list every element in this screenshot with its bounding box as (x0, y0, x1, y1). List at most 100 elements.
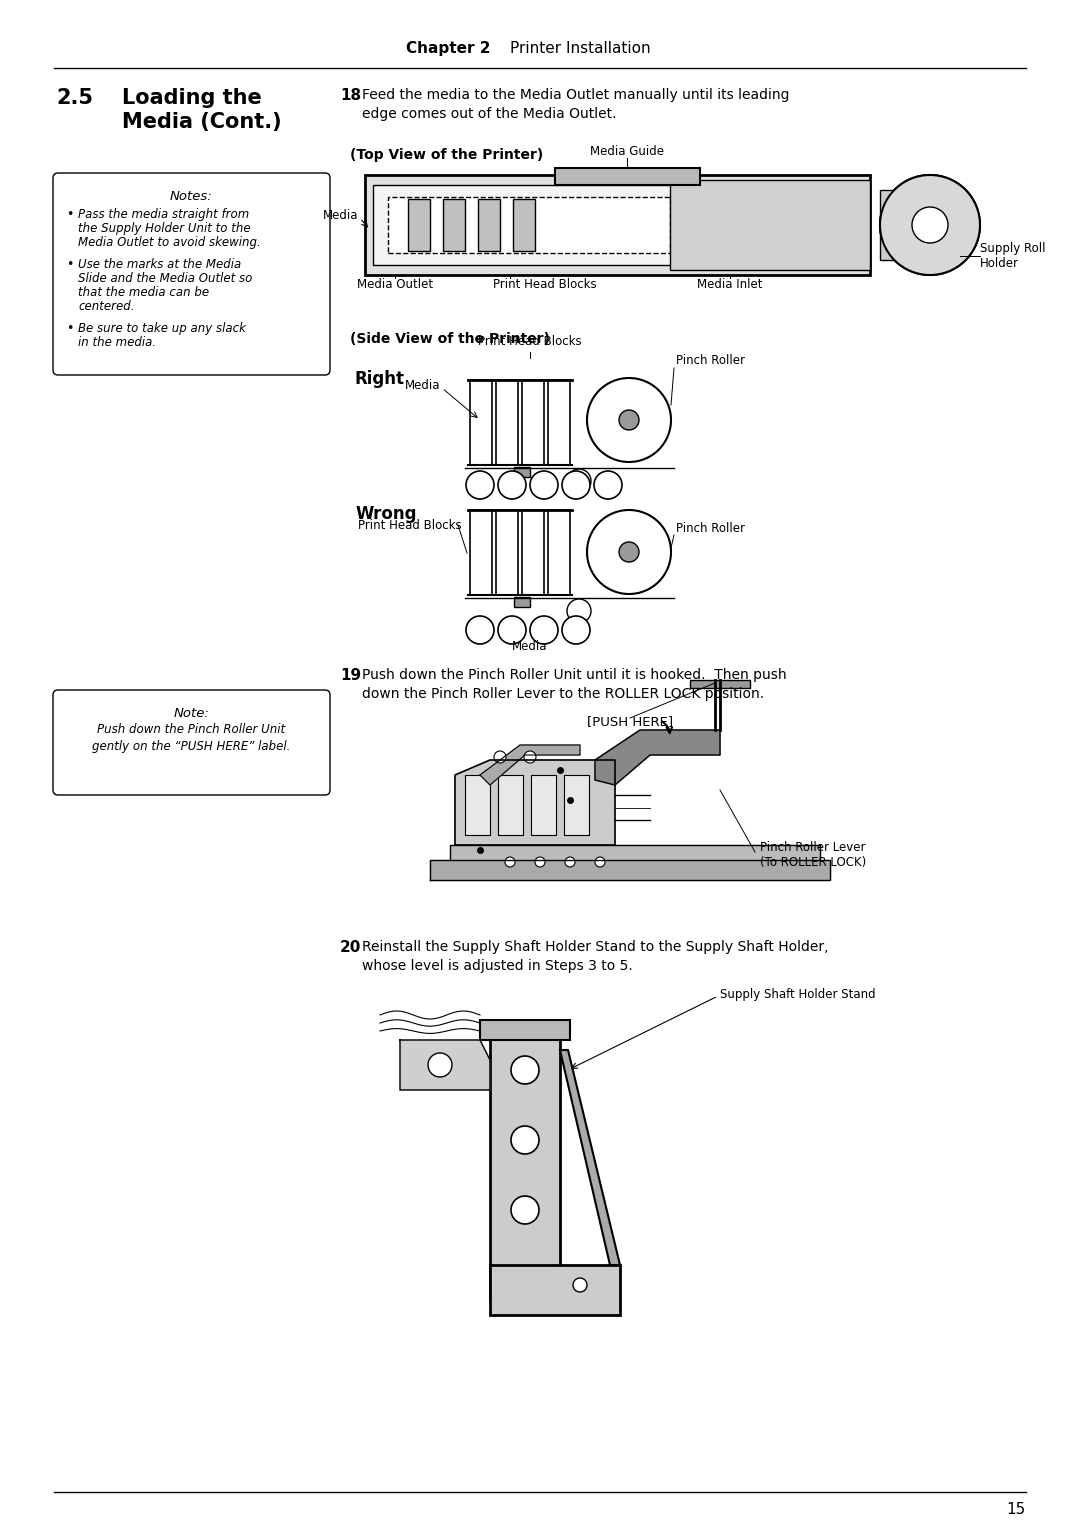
Text: Reinstall the Supply Shaft Holder Stand to the Supply Shaft Holder,
whose level : Reinstall the Supply Shaft Holder Stand … (362, 940, 828, 973)
Polygon shape (430, 860, 831, 880)
Bar (531, 775, 556, 834)
Text: Supply Roll
Holder: Supply Roll Holder (980, 241, 1045, 270)
Circle shape (912, 206, 948, 243)
Bar (496, 510, 518, 594)
Text: Pass the media straight from: Pass the media straight from (78, 208, 249, 222)
Circle shape (588, 510, 671, 594)
Text: Print Head Blocks: Print Head Blocks (357, 518, 461, 532)
Text: •: • (66, 208, 73, 222)
Text: 20: 20 (340, 940, 362, 955)
Text: Loading the
Media (Cont.): Loading the Media (Cont.) (122, 89, 282, 131)
Bar (365, 176, 870, 275)
Text: Slide and the Media Outlet so: Slide and the Media Outlet so (78, 272, 253, 286)
Text: (Side View of the Printer): (Side View of the Printer) (350, 332, 550, 345)
Text: •: • (66, 258, 73, 270)
Text: Media: Media (405, 379, 440, 391)
Circle shape (562, 471, 590, 500)
FancyBboxPatch shape (53, 691, 330, 795)
Text: in the media.: in the media. (78, 336, 157, 348)
Text: Supply Shaft Holder Stand: Supply Shaft Holder Stand (720, 989, 876, 1001)
Circle shape (511, 1196, 539, 1224)
Circle shape (428, 1053, 453, 1077)
Bar (465, 775, 490, 834)
Text: Feed the media to the Media Outlet manually until its leading
edge comes out of : Feed the media to the Media Outlet manua… (362, 89, 789, 121)
Text: 15: 15 (1007, 1502, 1026, 1517)
Circle shape (494, 750, 507, 762)
Circle shape (619, 542, 639, 562)
Circle shape (567, 599, 591, 623)
Text: Media Guide: Media Guide (590, 145, 664, 157)
Circle shape (465, 471, 494, 500)
Text: Right: Right (355, 370, 405, 388)
Text: Note:: Note: (174, 707, 210, 720)
Text: Be sure to take up any slack: Be sure to take up any slack (78, 322, 246, 335)
Polygon shape (595, 730, 720, 785)
Bar (555, 168, 700, 185)
Text: Media Outlet to avoid skewing.: Media Outlet to avoid skewing. (78, 235, 260, 249)
Bar (670, 180, 870, 270)
Text: the Supply Holder Unit to the: the Supply Holder Unit to the (78, 222, 251, 235)
Bar (373, 185, 750, 264)
Circle shape (567, 469, 591, 494)
Bar (548, 380, 570, 465)
Text: Media: Media (323, 208, 357, 222)
Text: Chapter 2: Chapter 2 (405, 41, 490, 55)
Bar (548, 510, 570, 594)
Bar (880, 189, 960, 260)
Circle shape (535, 857, 545, 866)
Text: Use the marks at the Media: Use the marks at the Media (78, 258, 241, 270)
Circle shape (530, 471, 558, 500)
Text: Printer Installation: Printer Installation (510, 41, 650, 55)
Text: centered.: centered. (78, 299, 135, 313)
Text: Pinch Roller: Pinch Roller (676, 353, 745, 367)
Text: that the media can be: that the media can be (78, 286, 210, 299)
Circle shape (880, 176, 980, 275)
Polygon shape (455, 759, 615, 845)
Polygon shape (400, 1041, 490, 1089)
Circle shape (595, 857, 605, 866)
Text: Pinch Roller Lever
(To ROLLER LOCK): Pinch Roller Lever (To ROLLER LOCK) (760, 840, 866, 869)
Text: •: • (66, 322, 73, 335)
Circle shape (511, 1056, 539, 1083)
Bar (480, 1021, 570, 1041)
Polygon shape (450, 845, 820, 860)
Bar (496, 380, 518, 465)
Bar (470, 510, 492, 594)
Circle shape (588, 377, 671, 461)
Circle shape (524, 750, 536, 762)
Circle shape (880, 176, 980, 275)
Polygon shape (480, 746, 580, 785)
Text: 19: 19 (340, 668, 361, 683)
Text: Push down the Pinch Roller Unit until it is hooked.  Then push
down the Pinch Ro: Push down the Pinch Roller Unit until it… (362, 668, 786, 701)
Bar (513, 199, 535, 251)
Bar (408, 199, 430, 251)
Text: Pinch Roller: Pinch Roller (676, 521, 745, 535)
Bar (490, 1265, 620, 1316)
Bar (470, 380, 492, 465)
Bar (478, 199, 500, 251)
Bar (498, 775, 523, 834)
Text: (Top View of the Printer): (Top View of the Printer) (350, 148, 543, 162)
Circle shape (594, 471, 622, 500)
Circle shape (619, 410, 639, 429)
Text: Notes:: Notes: (171, 189, 213, 203)
Text: Print Head Blocks: Print Head Blocks (478, 335, 582, 348)
Bar (522, 510, 544, 594)
Circle shape (573, 1277, 588, 1293)
Bar (564, 775, 589, 834)
Circle shape (530, 616, 558, 643)
Text: Media Outlet: Media Outlet (356, 278, 433, 290)
Text: 18: 18 (340, 89, 361, 102)
Circle shape (912, 206, 948, 243)
Circle shape (505, 857, 515, 866)
Text: [PUSH HERE]: [PUSH HERE] (586, 715, 673, 727)
Bar (522, 380, 544, 465)
Circle shape (565, 857, 575, 866)
Text: Push down the Pinch Roller Unit
gently on the “PUSH HERE” label.: Push down the Pinch Roller Unit gently o… (92, 723, 291, 752)
Bar (388, 197, 670, 254)
Bar (514, 468, 530, 477)
Bar (443, 199, 465, 251)
Polygon shape (561, 1050, 620, 1265)
Bar (490, 1021, 561, 1300)
Circle shape (465, 616, 494, 643)
